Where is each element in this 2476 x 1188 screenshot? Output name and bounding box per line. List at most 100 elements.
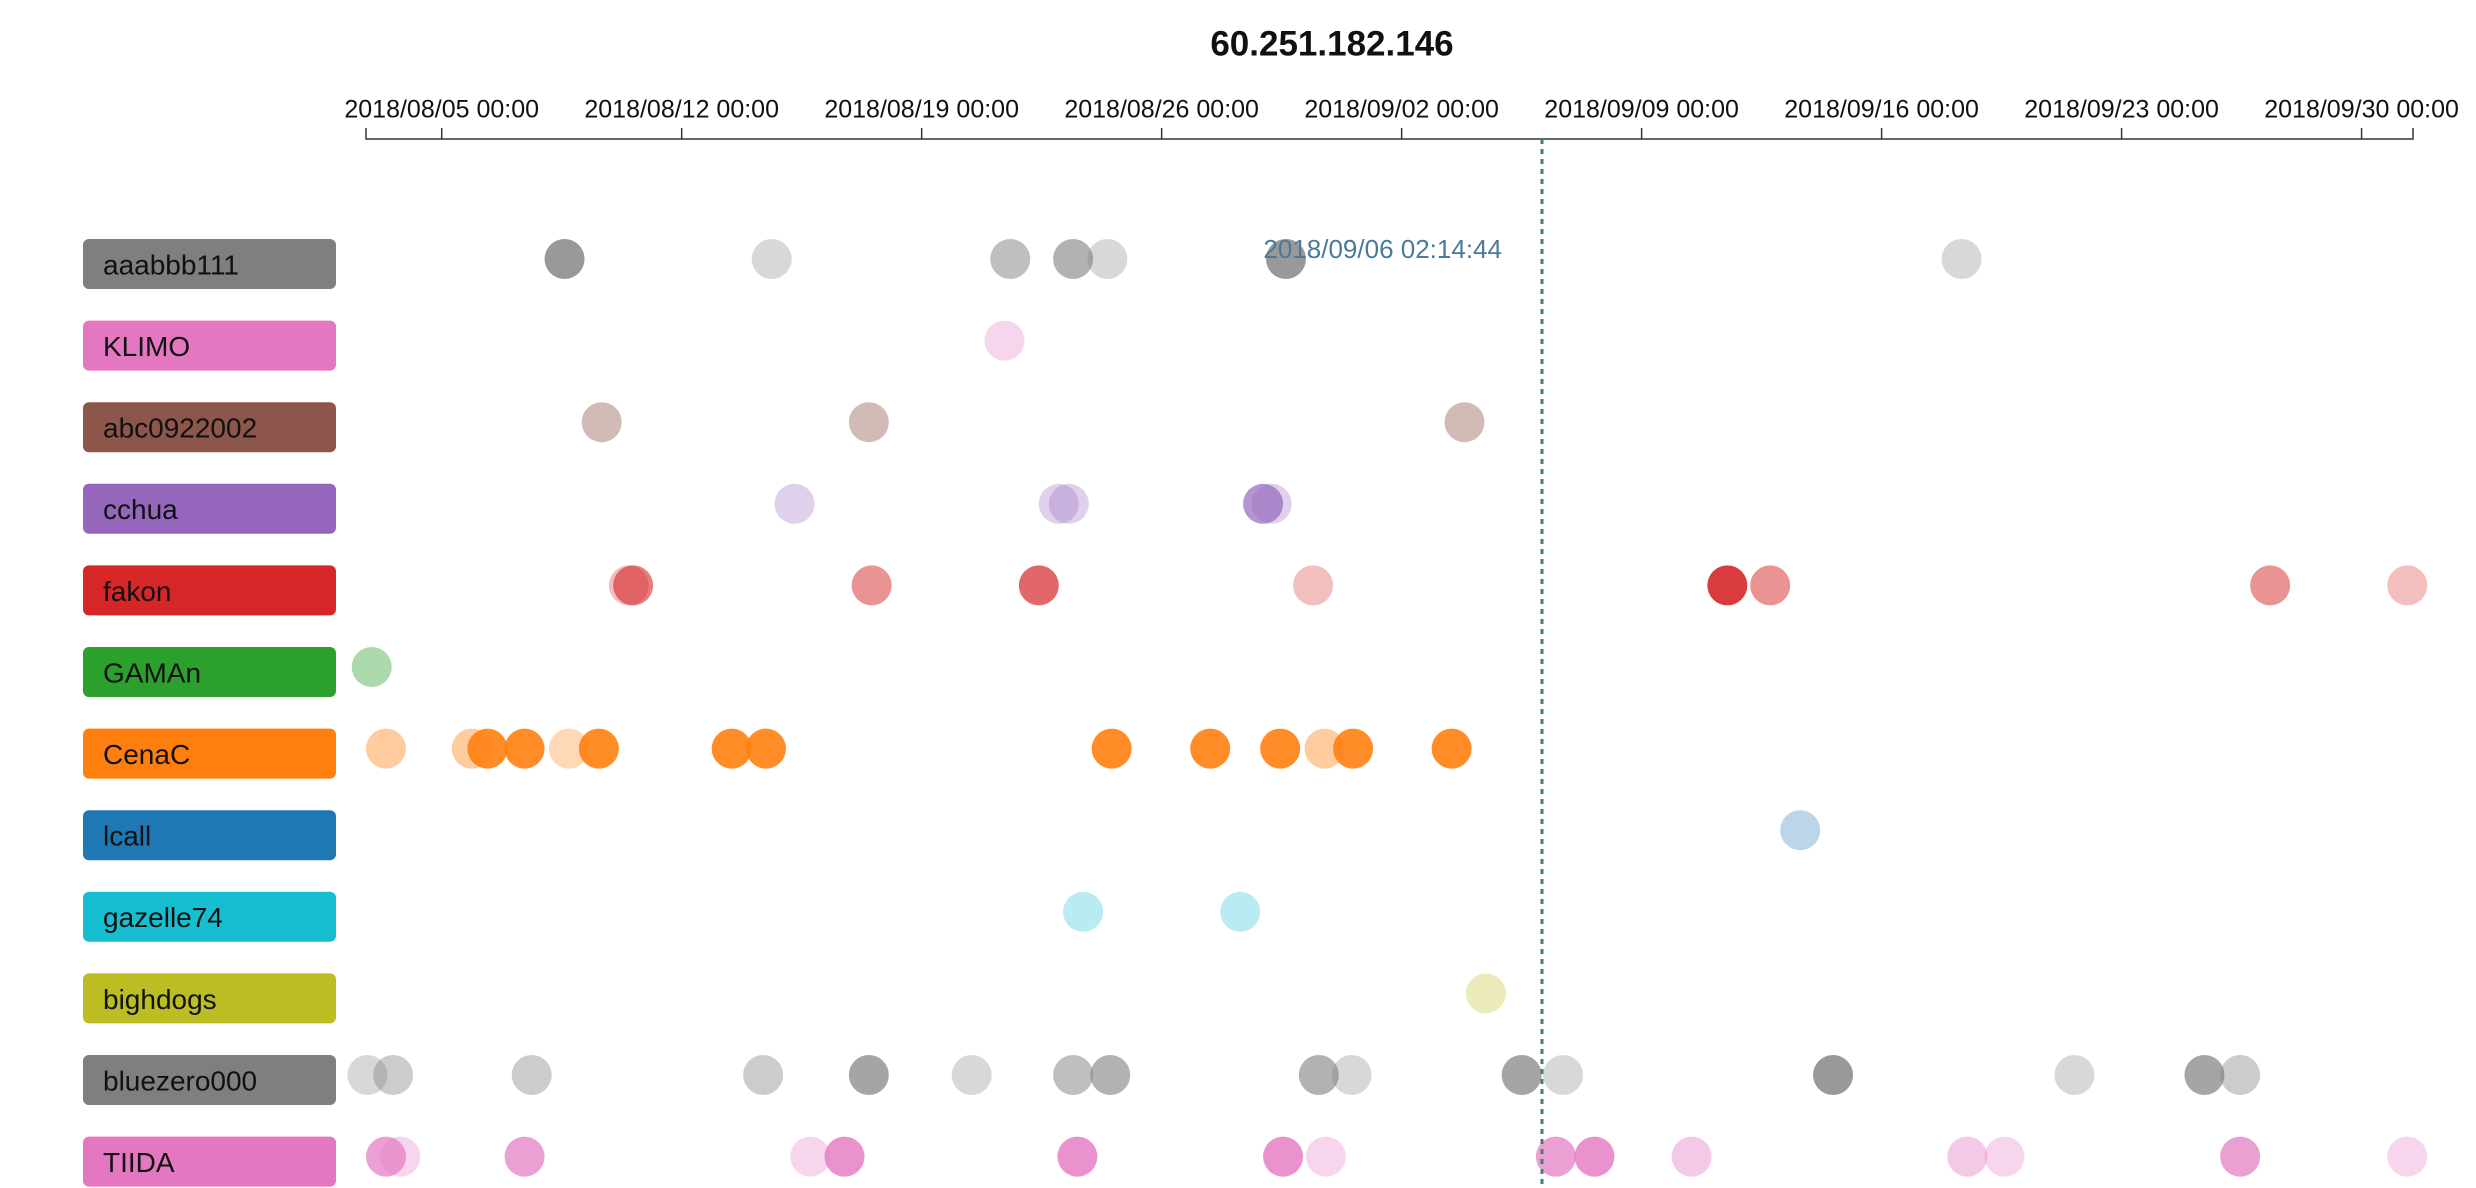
row-label: KLIMO	[103, 331, 190, 362]
event-dot	[1057, 1136, 1098, 1177]
row-label-box	[83, 810, 336, 861]
row-label: lcall	[103, 821, 151, 852]
event-dot	[774, 483, 815, 524]
event-dot	[1265, 239, 1306, 279]
x-axis	[365, 128, 2414, 140]
event-dot	[1501, 1055, 1542, 1095]
event-dot	[848, 402, 889, 443]
event-dot	[1813, 1055, 1854, 1095]
time-marker-label: 2018/09/06 02:14:44	[1263, 234, 1502, 264]
row-label: cchua	[103, 494, 178, 525]
event-dot	[373, 1055, 414, 1095]
event-dot	[511, 1055, 552, 1095]
event-dot	[745, 728, 786, 769]
event-dot	[1331, 1055, 1372, 1095]
event-dot	[2387, 565, 2428, 606]
event-dot	[1293, 565, 1334, 606]
row-label: bluezero000	[103, 1065, 257, 1096]
event-dot	[2220, 1055, 2261, 1095]
event-dot	[743, 1055, 784, 1095]
event-dot	[2184, 1055, 2225, 1095]
row-label-box	[83, 973, 336, 1024]
event-dot	[1984, 1136, 2025, 1177]
event-dot	[1543, 1055, 1584, 1095]
event-dot	[1018, 565, 1059, 606]
event-dot	[1243, 483, 1284, 524]
event-dot	[581, 402, 622, 443]
event-dot	[2250, 565, 2291, 606]
x-tick-label: 2018/09/30 00:00	[2264, 96, 2459, 124]
event-dot	[1220, 891, 1261, 932]
event-dot	[1333, 728, 1374, 769]
event-dot	[1091, 728, 1132, 769]
event-dot	[613, 565, 654, 606]
event-dot	[711, 728, 752, 769]
event-dot	[504, 728, 545, 769]
event-dot	[1941, 239, 1982, 279]
event-dot	[578, 728, 619, 769]
event-dot	[467, 728, 508, 769]
event-dot	[1053, 239, 1094, 279]
x-tick-label: 2018/08/19 00:00	[824, 96, 1019, 124]
row-label: bighdogs	[103, 984, 217, 1015]
row-label: gazelle74	[103, 902, 223, 933]
x-tick-label: 2018/09/16 00:00	[1784, 96, 1979, 124]
event-dot	[751, 239, 792, 279]
event-dot	[351, 647, 392, 687]
row-label: fakon	[103, 576, 172, 607]
event-dot	[504, 1136, 545, 1177]
event-dot	[1263, 1136, 1304, 1177]
event-dot	[365, 728, 406, 769]
event-dot	[1574, 1136, 1615, 1177]
row-label-box	[83, 320, 336, 371]
row-label-box	[83, 239, 336, 289]
row-label: TIIDA	[103, 1147, 175, 1178]
event-dot	[544, 239, 585, 279]
event-dot	[365, 1136, 406, 1177]
event-dot	[824, 1136, 865, 1177]
event-dot	[380, 1136, 421, 1177]
event-dot	[1090, 1055, 1131, 1095]
event-dot	[1465, 973, 1506, 1014]
event-dot	[1305, 1136, 1346, 1177]
event-dot	[951, 1055, 992, 1095]
event-dot	[1707, 565, 1748, 606]
event-dot	[1780, 810, 1821, 851]
event-dot	[1431, 728, 1472, 769]
row-label-box	[83, 483, 336, 534]
x-tick-label: 2018/08/05 00:00	[344, 96, 539, 124]
row-label-box	[83, 1055, 336, 1105]
event-dot	[548, 728, 589, 769]
event-dot	[1190, 728, 1231, 769]
row-label-box	[83, 565, 336, 616]
x-tick-label: 2018/08/26 00:00	[1064, 96, 1259, 124]
event-dot	[1251, 483, 1292, 524]
row-label: GAMAn	[103, 657, 201, 688]
x-tick-label: 2018/08/12 00:00	[584, 96, 779, 124]
event-dot	[1304, 728, 1345, 769]
row-label-box	[83, 647, 336, 697]
event-dot	[2387, 1136, 2428, 1177]
event-dot	[1063, 891, 1104, 932]
row-label-box	[83, 891, 336, 942]
event-dot	[1260, 728, 1301, 769]
event-dot	[1444, 402, 1485, 443]
event-dot	[1535, 1136, 1576, 1177]
row-label-box	[83, 1136, 336, 1187]
x-tick-label: 2018/09/23 00:00	[2024, 96, 2219, 124]
event-dot	[1671, 1136, 1712, 1177]
chart-title: 60.251.182.146	[1210, 24, 1453, 63]
row-label-box	[83, 728, 336, 779]
event-dot	[848, 1055, 889, 1095]
event-dot	[2220, 1136, 2261, 1177]
event-dot	[1947, 1136, 1988, 1177]
row-label: CenaC	[103, 739, 190, 770]
x-tick-label: 2018/09/09 00:00	[1544, 96, 1739, 124]
event-dot	[851, 565, 892, 606]
event-dot	[2054, 1055, 2095, 1095]
event-dot	[790, 1136, 831, 1177]
event-dot	[1048, 483, 1089, 524]
row-label-box	[83, 402, 336, 453]
x-tick-label: 2018/09/02 00:00	[1304, 96, 1499, 124]
